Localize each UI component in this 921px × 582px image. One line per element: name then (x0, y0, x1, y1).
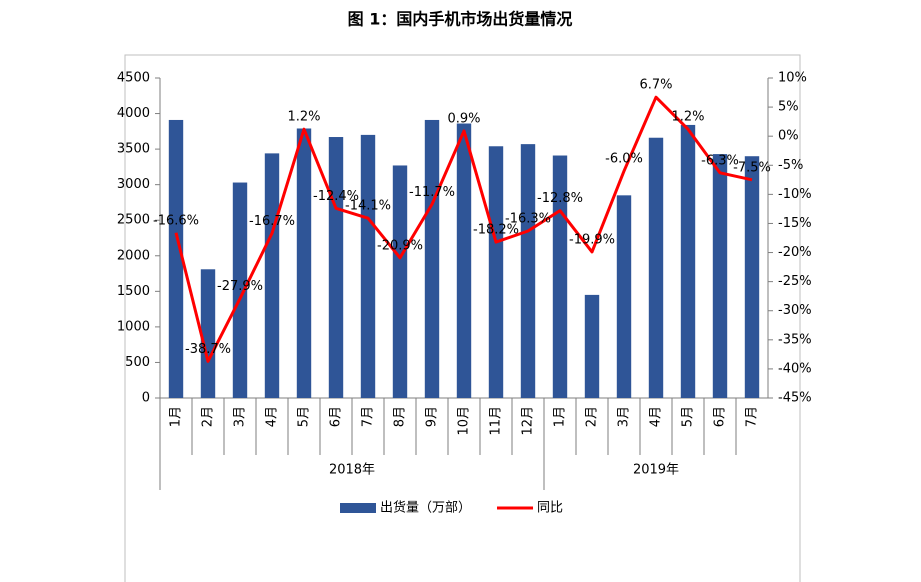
y2-tick-label: 10% (778, 71, 807, 86)
data-label: -27.9% (217, 279, 263, 294)
bar (616, 195, 632, 398)
group-label: 2018年 (329, 463, 375, 478)
y2-tick-label: -20% (778, 245, 812, 260)
y2-tick-label: -15% (778, 216, 812, 231)
legend-label: 出货量（万部） (380, 500, 471, 516)
y-tick-label: 3500 (117, 142, 150, 157)
bar (392, 165, 408, 398)
x-tick-label: 3月 (617, 406, 632, 427)
data-label: -19.9% (569, 232, 615, 247)
x-tick-label: 1月 (169, 406, 184, 427)
line (174, 95, 753, 363)
y-tick-label: 2000 (117, 248, 150, 263)
bar (232, 182, 248, 398)
data-label: -6.3% (701, 153, 739, 168)
data-label: -38.7% (185, 342, 231, 357)
data-label: -7.5% (733, 160, 771, 175)
bar (296, 128, 312, 398)
y-tick-label: 4500 (117, 71, 150, 86)
x-tick-label: 4月 (649, 406, 664, 427)
x-tick-label: 10月 (457, 406, 472, 436)
data-label: -20.9% (377, 238, 423, 253)
legend-swatch (340, 503, 376, 513)
x-tick-label: 7月 (745, 406, 760, 427)
y-tick-label: 3000 (117, 177, 150, 192)
y-tick-label: 500 (125, 355, 150, 370)
y2-tick-label: 0% (778, 129, 799, 144)
data-label: -11.7% (409, 185, 455, 200)
x-tick-label: 2月 (201, 406, 216, 427)
bar (456, 123, 472, 398)
bar (520, 144, 536, 398)
x-tick-label: 8月 (393, 406, 408, 427)
bar (712, 154, 728, 398)
chart-frame (124, 54, 801, 582)
y-tick-label: 4000 (117, 106, 150, 121)
bar (264, 153, 280, 398)
legend-label: 同比 (537, 501, 563, 516)
bar (680, 124, 696, 398)
data-label: -12.4% (313, 189, 359, 204)
bar (488, 146, 504, 398)
x-tick-label: 6月 (329, 406, 344, 427)
y2-tick-label: -35% (778, 332, 812, 347)
bar (648, 137, 664, 398)
x-tick-label: 5月 (681, 406, 696, 427)
x-tick-label: 3月 (233, 406, 248, 427)
data-label: -16.7% (249, 214, 295, 229)
bar (200, 269, 216, 398)
data-label: 0.9% (447, 111, 480, 126)
bar (328, 137, 344, 398)
x-tick-label: 12月 (521, 406, 536, 436)
bar (360, 134, 376, 398)
group-label: 2019年 (633, 463, 679, 478)
x-tick-label: 4月 (265, 406, 280, 427)
bar (584, 294, 600, 398)
y2-tick-label: -40% (778, 361, 812, 376)
x-tick-label: 2月 (585, 406, 600, 427)
bar (168, 119, 184, 398)
data-label: 1.2% (287, 110, 320, 125)
data-label: -16.6% (153, 213, 199, 228)
y-tick-label: 2500 (117, 213, 150, 228)
chart-title: 图 1：国内手机市场出货量情况 (348, 10, 573, 29)
y-tick-label: 0 (142, 391, 150, 406)
y-tick-label: 1500 (117, 284, 150, 299)
x-tick-label: 7月 (361, 406, 376, 427)
data-label: -14.1% (345, 199, 391, 214)
x-tick-label: 1月 (553, 406, 568, 427)
y2-tick-label: 5% (778, 100, 799, 115)
x-tick-label: 6月 (713, 406, 728, 427)
y2-tick-label: -25% (778, 274, 812, 289)
y2-tick-label: -10% (778, 187, 812, 202)
x-tick-label: 9月 (425, 406, 440, 427)
y2-tick-label: -45% (778, 391, 812, 406)
data-label: -6.0% (605, 152, 643, 167)
data-label: -16.3% (505, 212, 551, 227)
data-label: 6.7% (639, 78, 672, 93)
x-tick-label: 5月 (297, 406, 312, 427)
bar (424, 119, 440, 398)
bar (744, 156, 760, 398)
data-label: -12.8% (537, 191, 583, 206)
data-label: -18.2% (473, 223, 519, 238)
y2-tick-label: -5% (778, 158, 803, 173)
y-tick-label: 1000 (117, 319, 150, 334)
y2-tick-label: -30% (778, 303, 812, 318)
x-tick-label: 11月 (489, 406, 504, 436)
data-label: 1.2% (671, 110, 704, 125)
